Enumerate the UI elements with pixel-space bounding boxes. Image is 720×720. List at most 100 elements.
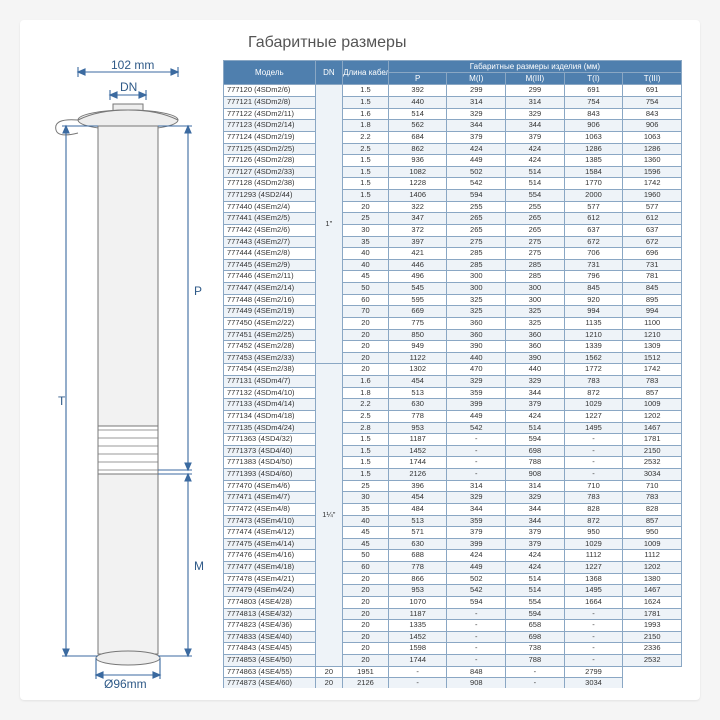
cell: 828 [623,503,682,515]
cell: 20 [343,341,389,353]
cell: - [447,457,506,469]
cell: - [506,678,565,688]
cell: 397 [388,236,447,248]
cell-model: 7771363 (4SD4/32) [224,434,316,446]
cell-model: 7774873 (4SE4/60) [224,678,316,688]
cell: 698 [506,445,565,457]
cell: 30 [343,224,389,236]
cell: 20 [343,201,389,213]
cell: 1624 [623,596,682,608]
cell: 788 [506,457,565,469]
cell: 322 [388,201,447,213]
cell: 672 [623,236,682,248]
cell: 20 [343,573,389,585]
table-row: 777126 (4SDm2/28)1.593644942413851360 [224,155,682,167]
cell: 2150 [623,445,682,457]
cell: 1993 [623,620,682,632]
cell: 449 [447,410,506,422]
cell: 1202 [623,410,682,422]
table-row: 777448 (4SEm2/16)60595325300920895 [224,294,682,306]
cell: 1122 [388,352,447,364]
cell: 1495 [564,585,623,597]
table-row: 777123 (4SDm2/14)1.8562344344906906 [224,120,682,132]
table-row: 777449 (4SEm2/19)70669325325994994 [224,306,682,318]
cell: 20 [343,643,389,655]
cell-model: 777444 (4SEm2/8) [224,248,316,260]
cell: 1467 [623,585,682,597]
col-m2: M(III) [506,73,565,85]
cell-model: 777451 (4SEm2/25) [224,329,316,341]
table-row: 777131 (4SDm4/7)1.6454329329783783 [224,376,682,388]
cell-model: 777454 (4SEm2/38) [224,364,316,376]
cell-model: 777126 (4SDm2/28) [224,155,316,167]
cell: 866 [388,573,447,585]
cell: 20 [343,596,389,608]
cell: 344 [506,387,565,399]
table-row: 7774863 (4SE4/55)201951-848-2799 [224,666,682,678]
cell: 1744 [388,655,447,667]
cell: 1584 [564,166,623,178]
cell: - [564,445,623,457]
cell-model: 7774823 (4SE4/36) [224,620,316,632]
cell: 1286 [564,143,623,155]
cell-model: 777477 (4SEm4/18) [224,562,316,574]
cell: 285 [447,259,506,271]
table-row: 777453 (4SEm2/33)20112244039015621512 [224,352,682,364]
cell-model: 777133 (4SDm4/14) [224,399,316,411]
cell: 1210 [623,329,682,341]
cell: 1070 [388,596,447,608]
col-model: Модель [224,61,316,85]
cell: 440 [447,352,506,364]
cell: 1.5 [343,178,389,190]
cell: 2.5 [343,143,389,155]
cell: 379 [506,538,565,550]
cell: 275 [447,236,506,248]
cell: 706 [564,248,623,260]
cell: 637 [564,224,623,236]
table-row: 777450 (4SEm2/22)2077536032511351100 [224,317,682,329]
dimensions-table-wrap: Модель DN Длина кабеля (м) Габаритные ра… [223,60,682,688]
table-row: 777479 (4SEm4/24)2095354251414951467 [224,585,682,597]
cell: 300 [506,294,565,306]
cell: 20 [343,317,389,329]
table-row: 7774843 (4SE4/45)201598-738-2336 [224,643,682,655]
cell-model: 7774853 (4SE4/50) [224,655,316,667]
cell: 325 [506,306,565,318]
cell: 329 [506,376,565,388]
cell-model: 777453 (4SEm2/33) [224,352,316,364]
cell: 908 [506,469,565,481]
cell: 542 [447,422,506,434]
cell: 1.5 [343,190,389,202]
cell: 710 [623,480,682,492]
cell: - [447,469,506,481]
cell: - [564,434,623,446]
cell: 1598 [388,643,447,655]
cell: 731 [623,259,682,271]
table-row: 777443 (4SEm2/7)35397275275672672 [224,236,682,248]
cell: - [447,608,506,620]
cell: 1187 [388,434,447,446]
cell: 3034 [623,469,682,481]
dimensions-card: Габаритные размеры 102 mm [20,20,700,700]
cell: 449 [447,155,506,167]
cell: 25 [343,213,389,225]
cell: 299 [447,85,506,97]
cell-model: 777474 (4SEm4/12) [224,527,316,539]
cell: 1495 [564,422,623,434]
cell: 845 [564,283,623,295]
cell: 872 [564,515,623,527]
cell: 424 [506,143,565,155]
cell: 329 [447,492,506,504]
table-row: 7771393 (4SD4/60)1.52126-908-3034 [224,469,682,481]
col-t2: T(III) [623,73,682,85]
cell: 484 [388,503,447,515]
cell: 379 [506,131,565,143]
table-row: 777121 (4SDm2/8)1.5440314314754754 [224,97,682,109]
cell: - [388,678,447,688]
cell: 344 [447,503,506,515]
cell: 449 [447,562,506,574]
cell: 390 [506,352,565,364]
cell: 347 [388,213,447,225]
cell: 542 [447,585,506,597]
cell: 738 [506,643,565,655]
